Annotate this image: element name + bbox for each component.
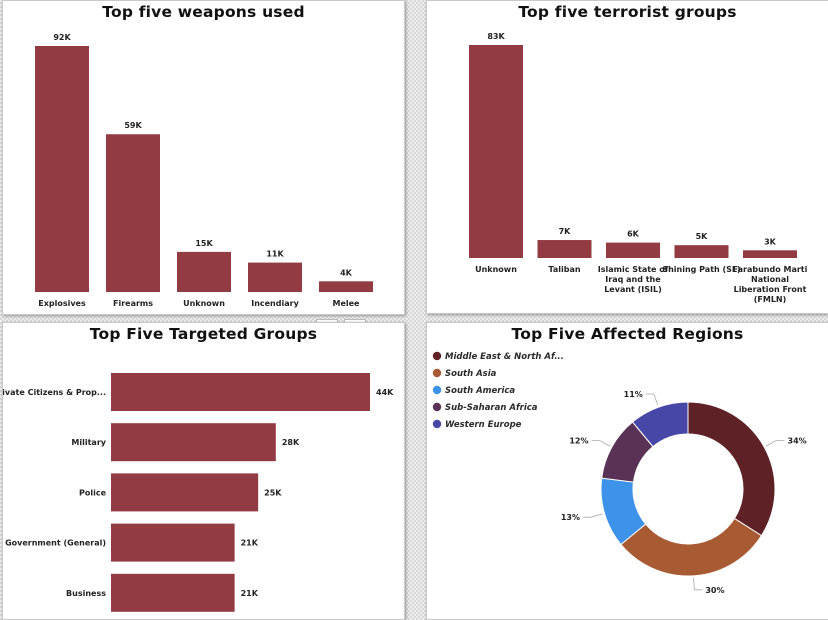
data-label: 11K — [266, 250, 284, 259]
data-label: 11% — [624, 390, 643, 399]
data-label: 34% — [788, 436, 807, 445]
data-label: 28K — [282, 438, 300, 447]
category-label: Police — [79, 488, 107, 497]
leader-line — [583, 513, 603, 518]
bar[interactable] — [248, 262, 302, 292]
category-label: Shining Path (SL) — [662, 265, 740, 274]
data-label: 3K — [764, 237, 777, 246]
bar[interactable] — [35, 46, 89, 292]
legend-entry[interactable]: Sub-Saharan Africa — [445, 403, 538, 413]
bar[interactable] — [319, 281, 373, 292]
data-label: 21K — [241, 539, 259, 548]
donut-slice[interactable] — [631, 401, 689, 448]
data-label: 7K — [559, 227, 572, 236]
data-label: 25K — [264, 488, 282, 497]
data-label: 6K — [627, 230, 640, 239]
category-label: Taliban — [548, 265, 580, 274]
weapons-chart-panel: Top five weapons used 92K Explosives 59K Fi… — [2, 0, 405, 315]
bar[interactable] — [111, 573, 235, 612]
leader-line — [693, 577, 703, 591]
category-label: National — [751, 275, 789, 284]
category-label: (FMLN) — [754, 295, 787, 304]
bar[interactable] — [606, 242, 660, 258]
bar[interactable] — [674, 245, 729, 258]
legend-entry[interactable]: Middle East & North Af... — [445, 352, 564, 362]
data-label: 92K — [53, 33, 71, 42]
donut-slice[interactable] — [620, 517, 763, 577]
data-label: 21K — [241, 589, 259, 598]
data-label: 44K — [376, 388, 394, 397]
data-label: 5K — [696, 232, 709, 241]
category-label: Islamic State of — [598, 265, 669, 274]
groups-bar-chart: 83K Unknown 7K Taliban 6K Islamic State ofIra… — [469, 32, 808, 304]
category-label: Explosives — [38, 299, 86, 308]
weapons-bar-chart: 92K Explosives 59K Firearms 15K Unknown 11K Inc… — [35, 33, 373, 308]
bar[interactable] — [111, 473, 259, 512]
legend-marker — [432, 402, 442, 412]
bar[interactable] — [111, 373, 370, 411]
category-label: Unknown — [183, 299, 225, 308]
category-label: Melee — [333, 299, 361, 308]
category-label: Liberation Front — [734, 285, 807, 294]
bar[interactable] — [111, 523, 235, 562]
data-label: 15K — [195, 239, 213, 248]
bar[interactable] — [469, 45, 523, 258]
legend-entry[interactable]: South America — [445, 386, 515, 396]
data-label: 4K — [340, 268, 353, 277]
category-label: Incendiary — [251, 299, 299, 308]
legend-marker — [432, 419, 442, 429]
leader-line — [765, 439, 785, 447]
category-label: Levant (ISIL) — [604, 285, 662, 294]
legend-marker — [432, 351, 442, 361]
data-label: 12% — [569, 436, 588, 445]
leader-line — [591, 439, 611, 447]
category-label: Iraq and the — [605, 275, 661, 284]
weapons-chart-title: Top five weapons used — [102, 3, 305, 21]
bar[interactable] — [177, 251, 231, 292]
leader-line — [645, 393, 659, 406]
data-label: 83K — [487, 32, 505, 41]
bar[interactable] — [537, 240, 592, 258]
legend-entry[interactable]: Western Europe — [445, 420, 522, 430]
targets-bar-chart: Private Citizens & Prop... 44K Military 28K… — [3, 373, 394, 612]
category-label: Private Citizens & Prop... — [3, 388, 106, 397]
bar[interactable] — [106, 134, 160, 292]
category-label: Unknown — [475, 265, 517, 274]
category-label: Business — [66, 589, 106, 598]
groups-chart-panel: Top five terrorist groups 83K Unknown 7K Ta… — [426, 0, 828, 314]
donut-slice[interactable] — [687, 401, 776, 537]
category-label: Firearms — [113, 299, 153, 308]
bar[interactable] — [111, 423, 276, 462]
category-label: Government (General) — [5, 539, 106, 548]
legend-marker — [432, 368, 442, 378]
data-label: 59K — [124, 121, 142, 130]
category-label: Military — [71, 438, 106, 447]
legend-entry[interactable]: South Asia — [445, 369, 497, 379]
category-label: Farabundo Marti — [733, 265, 808, 274]
legend-marker — [432, 385, 442, 395]
data-label: 30% — [705, 586, 724, 595]
data-label: 13% — [561, 513, 580, 522]
regions-donut-chart: 34% 30% 13% 12% 11% Middle East & North Af...… — [432, 351, 807, 595]
targets-chart-panel: Top Five Targeted Groups Private Citizen… — [2, 322, 405, 620]
targets-chart-title: Top Five Targeted Groups — [89, 325, 318, 343]
regions-chart-title: Top Five Affected Regions — [511, 325, 744, 343]
groups-chart-title: Top five terrorist groups — [518, 3, 737, 21]
bar[interactable] — [743, 250, 797, 258]
regions-chart-panel: Top Five Affected Regions 34% 30% 13% 12% 11… — [426, 322, 828, 620]
